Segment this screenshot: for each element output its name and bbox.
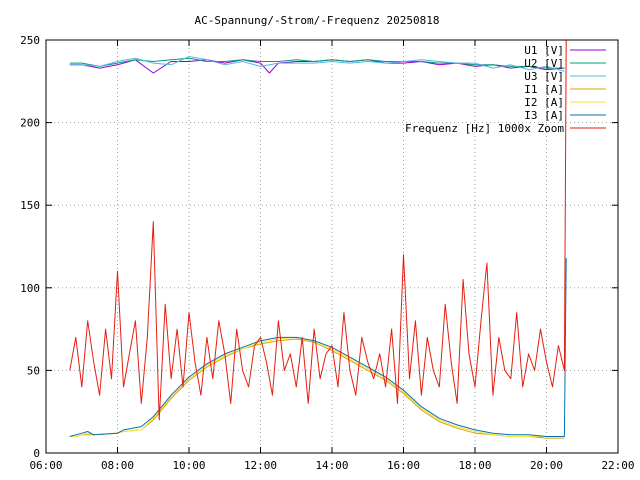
legend-label: I3 [A] [524, 109, 564, 122]
x-tick-label: 12:00 [244, 459, 277, 472]
chart-title: AC-Spannung/-Strom/-Frequenz 20250818 [194, 14, 439, 27]
y-tick-label: 250 [20, 34, 40, 47]
legend-label: Frequenz [Hz] 1000x Zoom [405, 122, 564, 135]
x-tick-label: 16:00 [387, 459, 420, 472]
x-tick-label: 06:00 [29, 459, 62, 472]
y-tick-label: 150 [20, 199, 40, 212]
series-line [69, 56, 565, 72]
y-tick-label: 200 [20, 117, 40, 130]
axis-ticks: 0 50 100 150 200 250 06:00 08:00 10:00 12:00 14:00… [20, 34, 634, 472]
x-tick-label: 18:00 [458, 459, 491, 472]
legend-label: I1 [A] [524, 83, 564, 96]
series-line [69, 258, 567, 437]
legend: U1 [V]U2 [V]U3 [V]I1 [A]I2 [A]I3 [A]Freq… [405, 44, 606, 135]
y-tick-label: 50 [27, 364, 40, 377]
series-lines [69, 39, 567, 439]
x-tick-label: 22:00 [601, 459, 634, 472]
series-line [69, 39, 567, 421]
x-tick-label: 20:00 [530, 459, 563, 472]
series-line [69, 59, 565, 74]
legend-label: I2 [A] [524, 96, 564, 109]
legend-label: U3 [V] [524, 70, 564, 83]
legend-label: U1 [V] [524, 44, 564, 57]
x-tick-label: 08:00 [101, 459, 134, 472]
y-tick-label: 100 [20, 282, 40, 295]
x-tick-label: 10:00 [172, 459, 205, 472]
x-tick-label: 14:00 [315, 459, 348, 472]
legend-label: U2 [V] [524, 57, 564, 70]
y-tick-label: 0 [33, 447, 40, 460]
